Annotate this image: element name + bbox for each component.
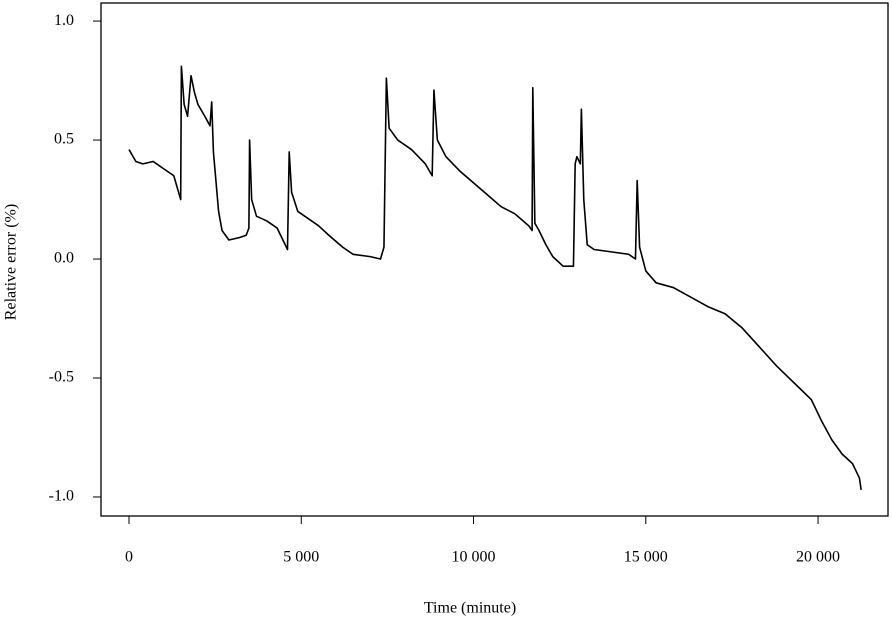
x-axis-label: Time (minute): [424, 600, 516, 617]
x-tick-label: 0: [125, 549, 133, 566]
x-tick-label: 5 000: [283, 549, 319, 566]
data-line: [128, 65, 862, 490]
y-axis-label: Relative error (%): [3, 204, 20, 320]
x-tick-label: 10 000: [452, 549, 496, 566]
y-tick-label: 0.0: [54, 250, 74, 267]
x-tick-label: 20 000: [796, 549, 840, 566]
x-tick-label: 15 000: [624, 549, 668, 566]
plot-frame: [100, 2, 889, 517]
y-tick-label: -0.5: [49, 369, 74, 386]
y-tick-label: 1.0: [54, 12, 74, 29]
y-tick-label: 0.5: [54, 131, 74, 148]
y-tick-label: -1.0: [49, 488, 74, 505]
